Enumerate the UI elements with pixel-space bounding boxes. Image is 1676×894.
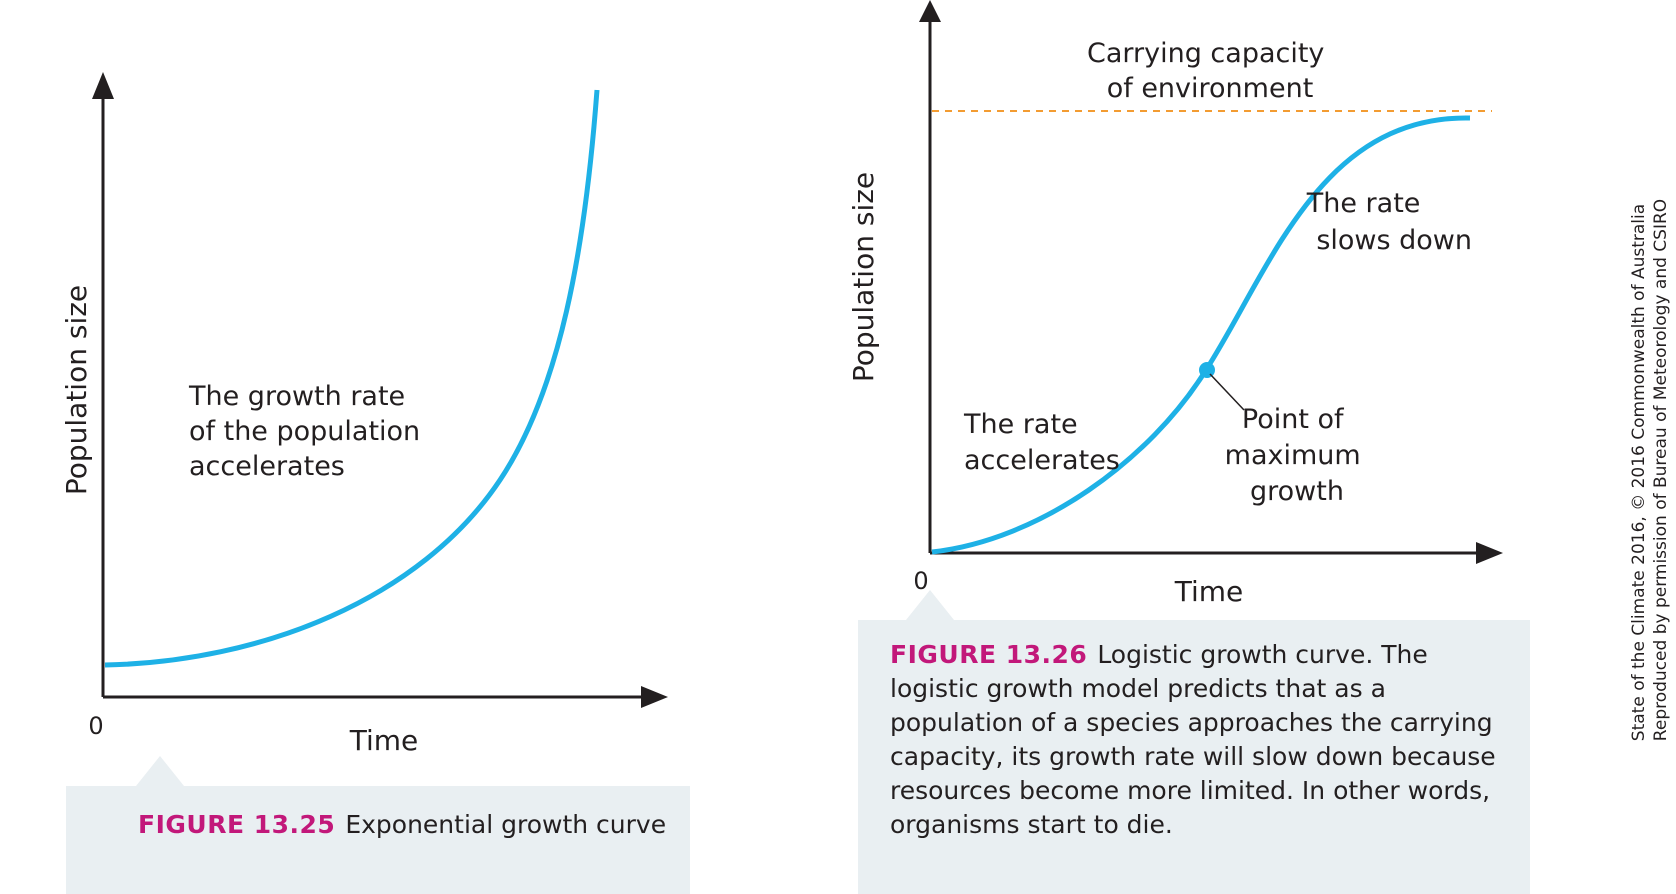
rate-accelerates-label: The rate accelerates (963, 409, 1120, 476)
caption-body: Exponential growth curve (345, 810, 667, 839)
max-growth-line: growth (1250, 476, 1344, 507)
fig1-annotation-line: of the population (189, 416, 420, 447)
rate-slows-line: The rate (1306, 188, 1421, 219)
rate-slows-label: The rate slows down (1306, 188, 1472, 256)
figure-caption-1326: FIGURE 13.26 Logistic growth curve. The l… (858, 590, 1530, 894)
figure-number-label: FIGURE 13.26 (890, 640, 1088, 669)
fig2-x-axis-arrow (1476, 542, 1503, 564)
fig1-origin-label: 0 (88, 712, 103, 740)
rate-accelerates-line: The rate (963, 409, 1078, 440)
caption-body: Logistic growth curve. The logistic grow… (890, 640, 1496, 839)
max-growth-point (1199, 362, 1215, 378)
rate-accelerates-line: accelerates (964, 445, 1120, 476)
fig1-x-axis-label: Time (349, 724, 419, 757)
fig2-y-axis-arrow (919, 0, 941, 22)
fig2-y-axis-label: Population size (847, 172, 880, 382)
logistic-curve (931, 115, 1471, 555)
fig1-annotation-line: The growth rate (188, 381, 405, 412)
max-growth-line: maximum (1225, 440, 1361, 471)
max-growth-line: Point of (1242, 404, 1345, 435)
exponential-figure: Population size Time 0 The growth rate o… (60, 72, 668, 757)
carrying-capacity-line-text: Carrying capacity (1087, 38, 1324, 69)
fig1-y-axis-label: Population size (60, 285, 93, 495)
fig1-y-axis-arrow (92, 72, 114, 99)
credit-line: Reproduced by permission of Bureau of Me… (1651, 198, 1671, 742)
max-growth-leader (1209, 373, 1245, 411)
fig1-annotation: The growth rate of the population accele… (188, 381, 429, 482)
caption-pointer (906, 590, 954, 620)
fig1-x-axis-arrow (641, 686, 668, 708)
rate-slows-line: slows down (1316, 225, 1472, 256)
caption-pointer (136, 756, 184, 786)
exponential-curve (104, 89, 600, 668)
caption-text: FIGURE 13.25 Exponential growth curve (138, 808, 690, 842)
fig1-annotation-line: accelerates (189, 451, 345, 482)
logistic-figure: Population size Time 0 Carrying capacity… (847, 0, 1503, 608)
figure-caption-1325: FIGURE 13.25 Exponential growth curve (66, 756, 690, 894)
caption-text: FIGURE 13.26 Logistic growth curve. The l… (890, 638, 1520, 842)
credit-line: State of the Climate 2016, © 2016 Common… (1629, 203, 1649, 742)
fig2-x-axis-label: Time (1174, 575, 1244, 608)
max-growth-label: Point of maximum growth (1225, 404, 1370, 507)
carrying-capacity-label: Carrying capacity of environment (1087, 38, 1333, 104)
figure-number-label: FIGURE 13.25 (138, 810, 336, 839)
copyright-credit: State of the Climate 2016, © 2016 Common… (1628, 199, 1672, 741)
fig2-origin-label: 0 (913, 567, 928, 595)
carrying-capacity-line-text: of environment (1107, 73, 1314, 104)
